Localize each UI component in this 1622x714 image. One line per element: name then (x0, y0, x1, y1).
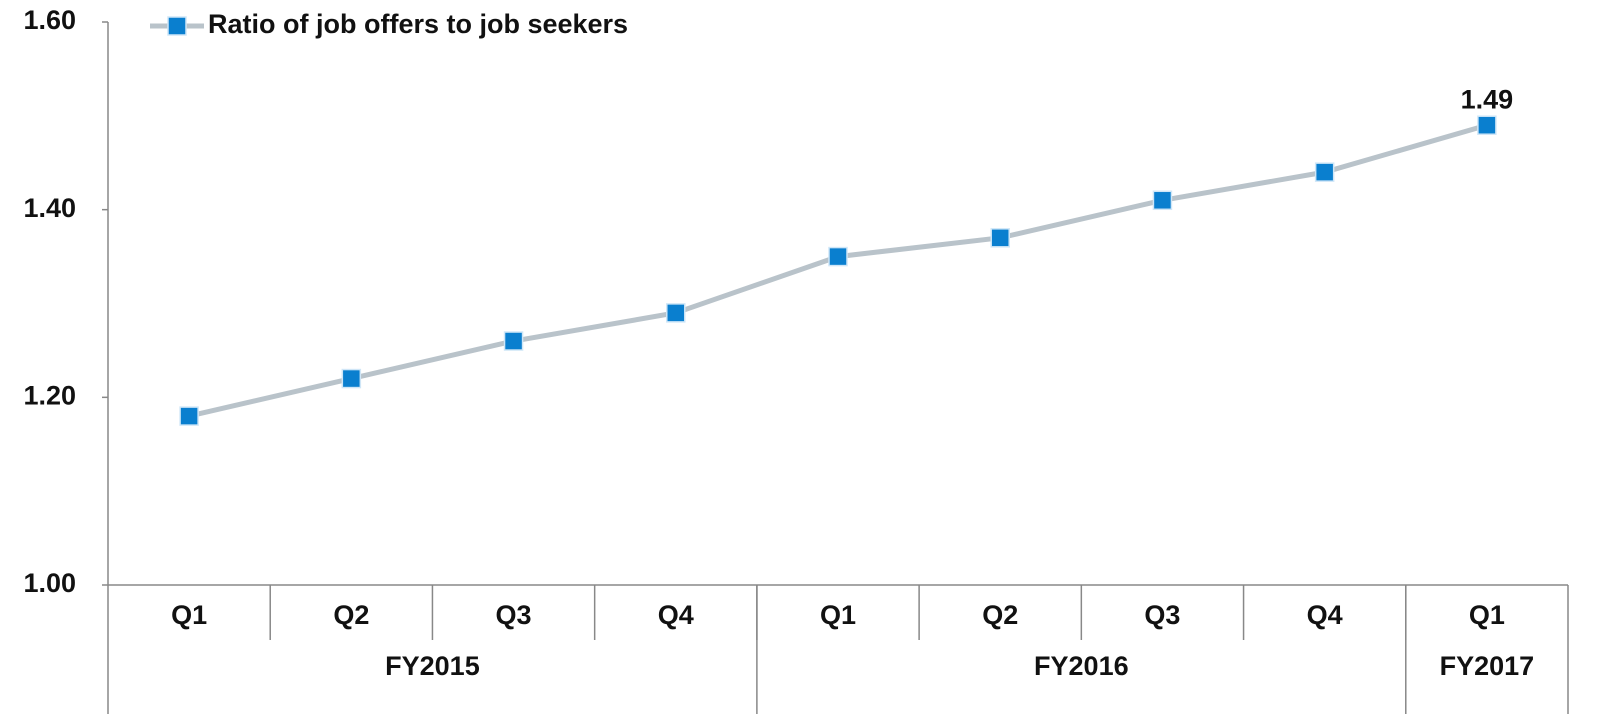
x-tick-label: Q1 (171, 600, 207, 630)
marker (990, 228, 1010, 248)
group-label: FY2015 (385, 651, 480, 681)
x-tick-label: Q2 (333, 600, 369, 630)
y-tick-label: 1.00 (23, 568, 76, 598)
x-tick-label: Q3 (496, 600, 532, 630)
legend-marker (167, 16, 187, 36)
y-tick-label: 1.60 (23, 5, 76, 35)
data-label: 1.49 (1461, 84, 1514, 114)
marker (341, 368, 362, 389)
x-tick-label: Q4 (1307, 600, 1343, 630)
marker (1477, 115, 1497, 135)
marker (1314, 162, 1335, 182)
marker (666, 303, 686, 323)
y-tick-label: 1.20 (23, 380, 76, 410)
marker (503, 331, 524, 351)
x-tick-label: Q2 (982, 600, 1018, 630)
marker (828, 246, 848, 267)
x-tick-label: Q3 (1144, 600, 1180, 630)
x-tick-label: Q1 (820, 600, 856, 630)
marker (179, 406, 199, 426)
x-tick-label: Q4 (658, 600, 694, 630)
legend-label: Ratio of job offers to job seekers (208, 9, 628, 39)
group-label: FY2017 (1440, 651, 1535, 681)
group-label: FY2016 (1034, 651, 1129, 681)
y-tick-label: 1.40 (23, 193, 76, 223)
x-tick-label: Q1 (1469, 600, 1505, 630)
series-line (188, 122, 1488, 419)
marker (1152, 190, 1173, 211)
